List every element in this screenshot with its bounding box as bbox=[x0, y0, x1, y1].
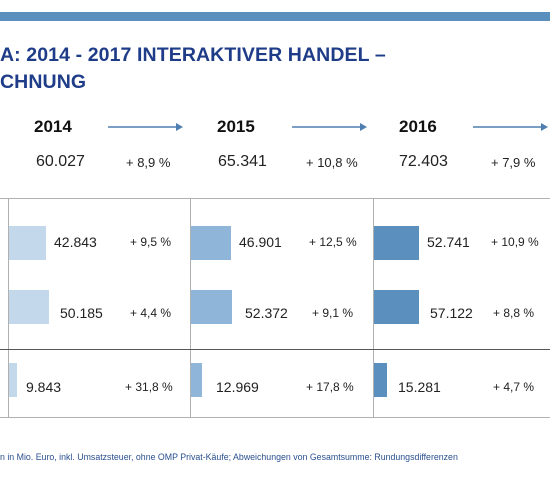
arrow-right-icon bbox=[292, 123, 367, 131]
column-divider bbox=[190, 198, 191, 418]
value-row2-2014: 50.185 bbox=[60, 305, 103, 321]
change-row1-2016: + 10,9 % bbox=[491, 235, 539, 249]
value-row1-2016: 52.741 bbox=[427, 234, 470, 250]
column-divider bbox=[373, 198, 374, 418]
bar-row1-2016 bbox=[374, 226, 419, 260]
bar-row1-2015 bbox=[191, 226, 231, 260]
total-growth-2014: + 8,9 % bbox=[126, 155, 171, 170]
total-growth-2015: + 10,8 % bbox=[306, 155, 358, 170]
value-row1-2014: 42.843 bbox=[54, 234, 97, 250]
value-row2-2015: 52.372 bbox=[245, 305, 288, 321]
value-row3-2014: 9.843 bbox=[26, 379, 62, 395]
total-growth-2016: + 7,9 % bbox=[491, 155, 536, 170]
value-row1-2015: 46.901 bbox=[239, 234, 282, 250]
bar-row1-2014 bbox=[9, 226, 46, 260]
change-row2-2016: + 8,8 % bbox=[493, 306, 535, 320]
row-divider bbox=[0, 349, 550, 350]
row-divider bbox=[0, 198, 550, 199]
year-label-2016: 2016 bbox=[399, 117, 437, 136]
top-accent-bar bbox=[0, 12, 550, 21]
total-2014: 60.027 bbox=[36, 153, 85, 170]
footnote: n in Mio. Euro, inkl. Umsatzsteuer, ohne… bbox=[0, 452, 458, 462]
value-row2-2016: 57.122 bbox=[430, 305, 473, 321]
slide-title-line-1: A: 2014 - 2017 INTERAKTIVER HANDEL – bbox=[0, 44, 386, 66]
bar-row3-2015 bbox=[191, 363, 202, 397]
change-row3-2015: + 17,8 % bbox=[306, 380, 354, 394]
bar-row2-2014 bbox=[9, 290, 49, 324]
bar-row2-2015 bbox=[191, 290, 232, 324]
value-row3-2016: 15.281 bbox=[398, 379, 441, 395]
bar-row3-2016 bbox=[374, 363, 387, 397]
change-row3-2014: + 31,8 % bbox=[125, 380, 173, 394]
total-2015: 65.341 bbox=[218, 153, 267, 170]
change-row2-2014: + 4,4 % bbox=[130, 306, 172, 320]
change-row1-2015: + 12,5 % bbox=[309, 235, 357, 249]
bar-row2-2016 bbox=[374, 290, 419, 324]
row-divider bbox=[0, 417, 550, 418]
year-label-2015: 2015 bbox=[217, 117, 255, 136]
change-row3-2016: + 4,7 % bbox=[493, 380, 535, 394]
arrow-right-icon bbox=[108, 123, 183, 131]
year-label-2014: 2014 bbox=[34, 117, 72, 136]
arrow-right-icon bbox=[473, 123, 548, 131]
slide-title-line-2: CHNUNG bbox=[0, 71, 87, 93]
value-row3-2015: 12.969 bbox=[216, 379, 259, 395]
change-row2-2015: + 9,1 % bbox=[312, 306, 354, 320]
change-row1-2014: + 9,5 % bbox=[130, 235, 172, 249]
total-2016: 72.403 bbox=[399, 153, 448, 170]
column-divider bbox=[8, 198, 9, 418]
bar-row3-2014 bbox=[9, 363, 17, 397]
